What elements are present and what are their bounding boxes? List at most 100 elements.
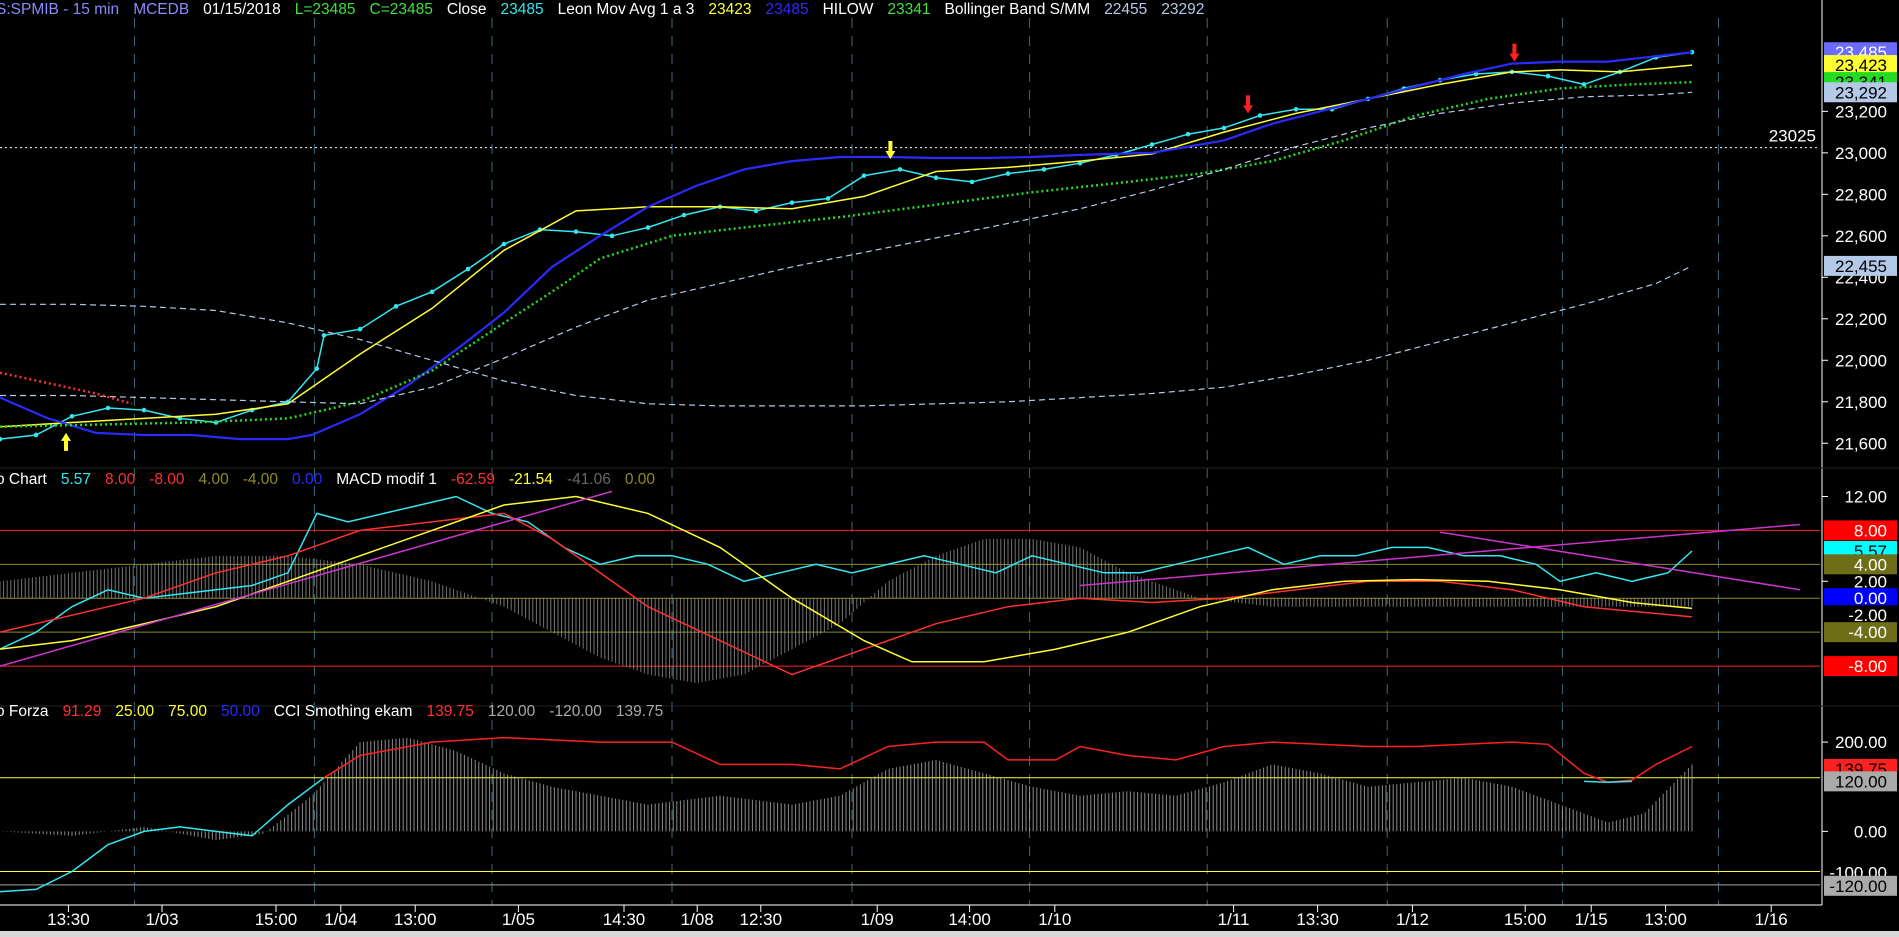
time-axis: 13:30 1/03 15:00 1/04 13:00 1/05 14:30 1/08 12:3… bbox=[0, 904, 1899, 937]
price-header-item: MCEDB bbox=[133, 1, 189, 18]
time-tick-label: 14:00 bbox=[948, 910, 991, 929]
price-ytick-label: 22,800 bbox=[1835, 185, 1887, 204]
macd-histogram bbox=[0, 538, 1693, 683]
separators-layer bbox=[133, 18, 1719, 905]
time-tick-label: 13:00 bbox=[394, 910, 437, 929]
close-point bbox=[573, 229, 579, 234]
price-series-3[interactable] bbox=[0, 80, 1693, 428]
time-tick-label: 13:30 bbox=[47, 910, 90, 929]
close-point bbox=[465, 266, 471, 272]
macd-value-tag-label: 0.00 bbox=[1854, 589, 1887, 608]
right-axis: 23,20023,00022,80022,60022,40022,20022,0… bbox=[0, 0, 1899, 905]
macd-series-0[interactable] bbox=[0, 495, 1693, 650]
price-series-6[interactable] bbox=[0, 371, 133, 406]
cci-header-item: 75.00 bbox=[168, 703, 207, 720]
cci-header-item: 120.00 bbox=[488, 703, 536, 720]
price-ytick-label: 22,000 bbox=[1835, 351, 1887, 370]
macd-series-3[interactable] bbox=[0, 490, 613, 667]
macd-value-tag bbox=[1824, 656, 1897, 677]
macd-value-tag-label: -4.00 bbox=[1848, 623, 1887, 642]
price-ytick-label: 21,600 bbox=[1835, 434, 1887, 453]
cci-series-0[interactable] bbox=[0, 777, 325, 893]
time-tick-label: 1/11 bbox=[1218, 910, 1250, 929]
macd-value-tag-label: 8.00 bbox=[1854, 521, 1887, 540]
macd-value-tag-label: -8.00 bbox=[1848, 657, 1887, 676]
price-header-item: Bollinger Band S/MM bbox=[945, 1, 1091, 18]
macd-panel[interactable] bbox=[0, 490, 1820, 683]
price-ytick-label: 23,200 bbox=[1835, 102, 1887, 121]
macd-series-4[interactable] bbox=[1079, 523, 1801, 587]
close-point bbox=[501, 241, 507, 247]
cci-header-item: o Forza bbox=[0, 703, 49, 720]
cci-series-2[interactable] bbox=[1583, 780, 1633, 784]
close-point bbox=[681, 212, 687, 218]
close-point bbox=[393, 304, 399, 309]
price-header-item: 23485 bbox=[501, 1, 544, 18]
sell-arrow-marker bbox=[1509, 43, 1520, 62]
price-ytick-label: 21,800 bbox=[1835, 393, 1887, 412]
cci-panel[interactable] bbox=[0, 736, 1820, 893]
macd-value-tag bbox=[1824, 554, 1897, 575]
cci-value-tag-label: 120.00 bbox=[1835, 772, 1887, 791]
macd-value-tag-label: -2.00 bbox=[1848, 606, 1887, 625]
close-point bbox=[1257, 113, 1263, 118]
price-header-item: 23423 bbox=[708, 1, 751, 18]
close-point bbox=[645, 225, 651, 230]
macd-header-item: 0.00 bbox=[292, 471, 323, 488]
price-header-item: S:SPMIB - 15 min bbox=[0, 1, 119, 18]
price-series-2[interactable] bbox=[0, 51, 1693, 441]
close-point bbox=[861, 173, 867, 178]
close-point bbox=[933, 175, 939, 181]
close-point bbox=[609, 233, 615, 239]
close-point bbox=[1149, 142, 1155, 147]
price-ytick-label: 22,200 bbox=[1835, 310, 1887, 329]
price-panel[interactable]: 23025 bbox=[0, 43, 1820, 451]
cci-series-1[interactable] bbox=[323, 736, 1693, 784]
cci-histogram bbox=[3, 737, 1693, 841]
cci-ytick-label: 0.00 bbox=[1854, 822, 1887, 841]
price-series-1[interactable] bbox=[0, 64, 1693, 428]
price-series-4[interactable] bbox=[0, 91, 1693, 405]
macd-header-item: -8.00 bbox=[149, 471, 185, 488]
close-point bbox=[1185, 131, 1191, 137]
time-tick-label: 1/08 bbox=[681, 910, 714, 929]
time-tick-label: 13:00 bbox=[1644, 910, 1687, 929]
cci-value-tag bbox=[1824, 771, 1897, 792]
time-tick-label: 1/16 bbox=[1755, 910, 1788, 929]
price-value-tag bbox=[1824, 255, 1897, 276]
price-value-tag bbox=[1824, 82, 1897, 103]
macd-value-tag bbox=[1824, 520, 1897, 541]
price-header-item: 23485 bbox=[765, 1, 808, 18]
close-point bbox=[753, 208, 759, 214]
close-point bbox=[105, 405, 111, 411]
macd-value-tag bbox=[1824, 622, 1897, 643]
close-point bbox=[1293, 106, 1299, 112]
macd-header-item: 8.00 bbox=[105, 471, 136, 488]
macd-value-tag bbox=[1824, 605, 1897, 626]
close-point bbox=[969, 179, 975, 185]
time-tick-label: 12:30 bbox=[740, 910, 783, 929]
close-point bbox=[1545, 73, 1551, 79]
close-point bbox=[314, 366, 320, 371]
close-point bbox=[0, 436, 3, 442]
macd-ytick-label: 12.00 bbox=[1844, 487, 1887, 506]
close-point bbox=[1041, 167, 1047, 172]
cci-value-tag-label: -120.00 bbox=[1829, 877, 1887, 896]
panel-headers: S:SPMIB - 15 min MCEDB 01/15/2018 L=23485 C=… bbox=[0, 1, 1204, 720]
macd-series-2[interactable] bbox=[0, 495, 1693, 663]
cci-header-item: CCI Smothing ekam bbox=[274, 703, 413, 720]
time-tick-label: 1/10 bbox=[1038, 910, 1071, 929]
cci-header-item: 91.29 bbox=[63, 703, 102, 720]
close-point bbox=[357, 326, 363, 332]
window-status-strip bbox=[0, 931, 1899, 937]
time-tick-label: 1/09 bbox=[861, 910, 894, 929]
price-value-tag-label: 23,292 bbox=[1835, 83, 1887, 102]
macd-header-item: 4.00 bbox=[199, 471, 230, 488]
macd-series-5[interactable] bbox=[1439, 531, 1801, 591]
price-header-item: Leon Mov Avg 1 a 3 bbox=[558, 1, 695, 18]
macd-header-item: MACD modif 1 bbox=[336, 471, 437, 488]
time-tick-label: 1/03 bbox=[145, 910, 178, 929]
price-series-5[interactable] bbox=[0, 265, 1693, 407]
cci-ytick-label: 200.00 bbox=[1835, 733, 1887, 752]
